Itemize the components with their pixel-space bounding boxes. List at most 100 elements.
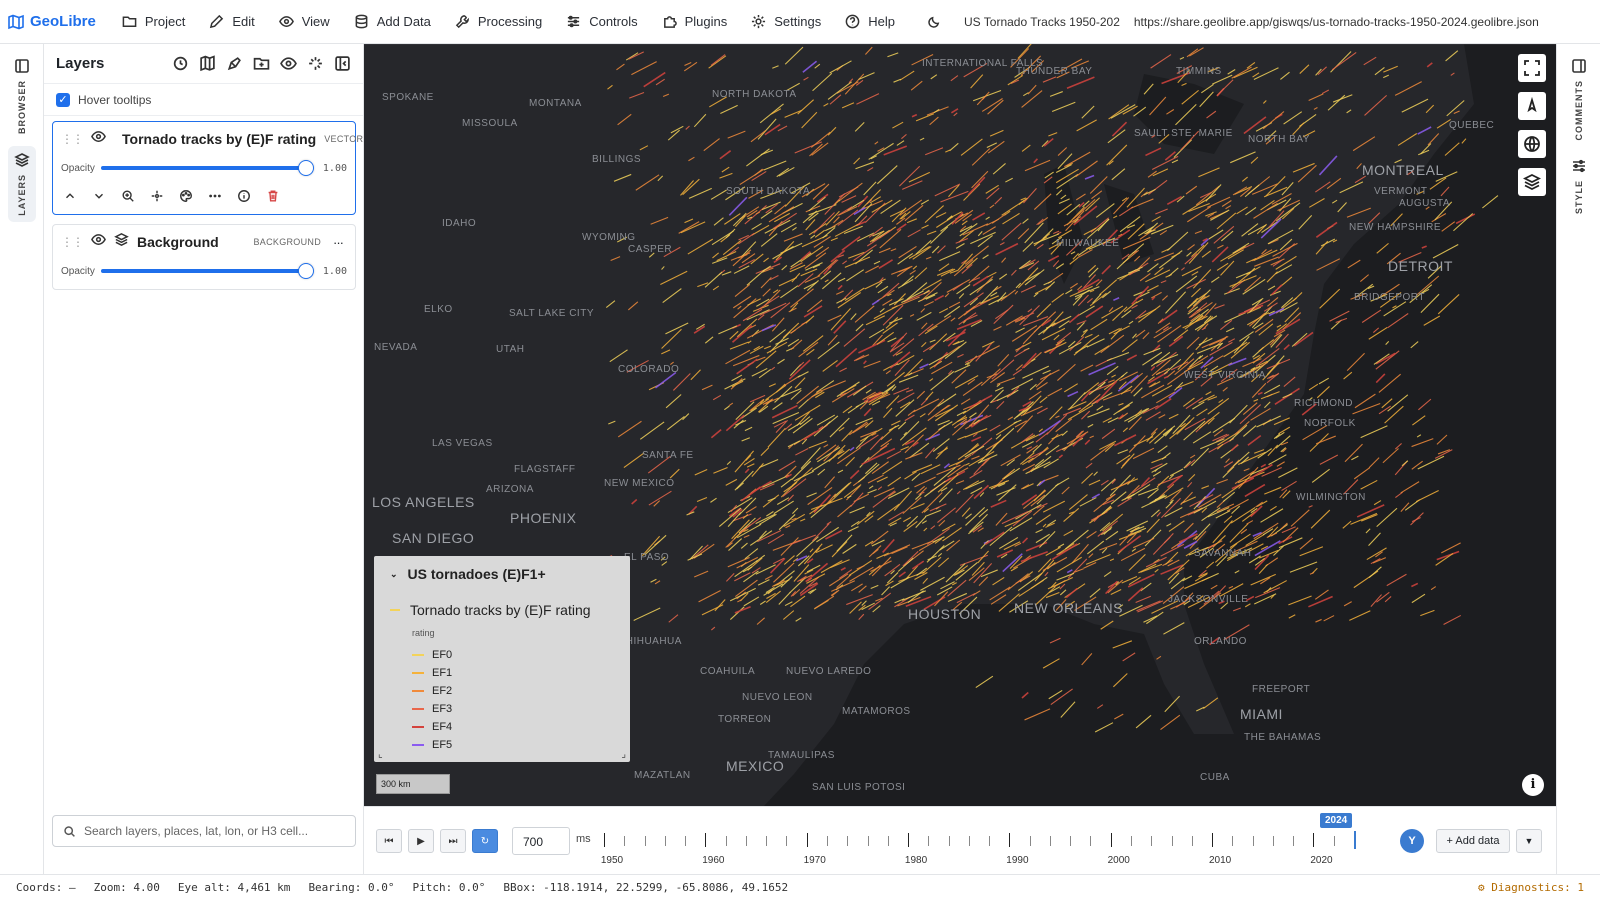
layer-name[interactable]: Background xyxy=(137,234,219,250)
tornado-track xyxy=(748,189,764,199)
tornado-track xyxy=(1055,263,1065,270)
tornado-track xyxy=(885,580,894,587)
drag-handle-icon[interactable]: ⋮⋮ xyxy=(61,132,84,146)
add-data-dropdown[interactable]: ▼ xyxy=(1516,829,1542,853)
layer-search-input[interactable]: Search layers, places, lat, lon, or H3 c… xyxy=(52,815,356,847)
menu-controls[interactable]: Controls xyxy=(554,0,649,44)
tornado-track xyxy=(742,514,749,520)
comments-tab[interactable]: COMMENTS xyxy=(1565,58,1593,141)
style-tab[interactable]: STYLE xyxy=(1565,158,1593,214)
tornado-track xyxy=(1152,470,1162,477)
info-icon[interactable] xyxy=(237,189,251,203)
skip-back-button[interactable]: ⏮ xyxy=(376,829,402,853)
skip-forward-button[interactable]: ⏭ xyxy=(440,829,466,853)
menu-processing[interactable]: Processing xyxy=(443,0,554,44)
add-data-button[interactable]: + Add data xyxy=(1436,829,1510,853)
hover-tooltips-checkbox[interactable]: ✓ xyxy=(56,92,70,107)
tornado-track xyxy=(1035,586,1056,606)
project-url[interactable]: https://share.geolibre.app/giswqs/us-tor… xyxy=(1133,14,1539,29)
diagnostics-button[interactable]: ⚙ Diagnostics: 1 xyxy=(1478,881,1584,894)
visibility-icon[interactable] xyxy=(280,55,297,72)
tornado-track xyxy=(962,213,972,222)
layer-card-background[interactable]: ⋮⋮ Background BACKGROUND ··· Opacity 1.0… xyxy=(52,224,356,290)
timeline-playhead[interactable] xyxy=(1354,831,1356,849)
opacity-slider[interactable] xyxy=(100,160,314,176)
resize-handle-icon[interactable]: ⌞ xyxy=(378,749,383,760)
menu-settings[interactable]: Settings xyxy=(739,0,833,44)
hover-tooltips-toggle[interactable]: ✓ Hover tooltips xyxy=(44,84,363,116)
move-up-icon[interactable] xyxy=(63,189,77,203)
tornado-track xyxy=(1190,313,1201,322)
layer-visibility-toggle[interactable] xyxy=(91,232,106,252)
current-year-marker[interactable]: 2024 xyxy=(1320,813,1353,828)
compass-button[interactable] xyxy=(1518,92,1546,120)
play-button[interactable]: ▶ xyxy=(408,829,434,853)
fullscreen-button[interactable] xyxy=(1518,54,1546,82)
more-icon[interactable]: ··· xyxy=(333,234,344,250)
tornado-track xyxy=(871,539,885,547)
layer-name[interactable]: Tornado tracks by (E)F rating xyxy=(122,131,317,147)
menu-add-data[interactable]: Add Data xyxy=(342,0,443,44)
delete-icon[interactable] xyxy=(266,189,280,203)
tornado-track xyxy=(1241,223,1259,237)
tornado-track xyxy=(1166,370,1176,378)
tornado-track xyxy=(1194,230,1203,234)
user-avatar[interactable]: Y xyxy=(1400,829,1424,853)
legend-header[interactable]: ⌄ US tornadoes (E)F1+ xyxy=(390,566,614,582)
tornado-track xyxy=(1339,181,1364,194)
menu-project[interactable]: Project xyxy=(110,0,197,44)
tornado-track xyxy=(1132,333,1137,339)
draw-icon[interactable] xyxy=(226,55,243,72)
app-logo[interactable]: GeoLibre xyxy=(0,13,110,30)
tornado-track xyxy=(889,342,905,353)
chevron-down-icon[interactable]: ⌄ xyxy=(390,568,398,579)
move-down-icon[interactable] xyxy=(92,189,106,203)
tornado-track xyxy=(609,349,628,363)
tornado-track xyxy=(693,113,707,128)
layer-visibility-toggle[interactable] xyxy=(91,129,106,149)
collapse-panel-icon[interactable] xyxy=(334,55,351,72)
map-view[interactable]: INTERNATIONAL FALLS THUNDER BAY TIMMINS SPO… xyxy=(364,44,1556,806)
resize-handle-icon[interactable]: ⌟ xyxy=(621,749,626,760)
tornado-track xyxy=(1100,478,1116,492)
theme-toggle[interactable] xyxy=(907,0,954,44)
tornado-track xyxy=(972,525,983,533)
palette-icon[interactable] xyxy=(179,189,193,203)
globe-button[interactable] xyxy=(1518,130,1546,158)
more-icon[interactable] xyxy=(208,189,222,203)
opacity-slider[interactable] xyxy=(100,263,314,279)
layer-card-tornado[interactable]: ⋮⋮ Tornado tracks by (E)F rating VECTOR … xyxy=(52,121,363,215)
layers-tab[interactable]: LAYERS xyxy=(8,146,36,222)
zoom-to-layer-icon[interactable] xyxy=(121,189,135,203)
menu-edit[interactable]: Edit xyxy=(197,0,266,44)
add-folder-icon[interactable] xyxy=(253,55,270,72)
drag-handle-icon[interactable]: ⋮⋮ xyxy=(61,235,84,249)
speed-input[interactable]: 700 xyxy=(512,827,570,855)
refresh-icon[interactable] xyxy=(172,55,189,72)
timeline-axis[interactable]: 1950 1960 1970 1980 1990 2000 2010 2020 2024 xyxy=(601,807,1374,875)
loop-toggle[interactable]: ↻ xyxy=(472,829,498,853)
menu-plugins[interactable]: Plugins xyxy=(650,0,740,44)
layer-switcher-button[interactable] xyxy=(1518,168,1546,196)
tornado-track xyxy=(858,585,867,593)
tornado-track xyxy=(912,265,918,270)
tornado-track xyxy=(814,229,826,238)
browser-tab[interactable]: BROWSER xyxy=(8,58,36,134)
menu-help[interactable]: Help xyxy=(833,0,907,44)
tornado-track xyxy=(1099,381,1106,388)
identify-icon[interactable] xyxy=(150,189,164,203)
project-title[interactable]: US Tornado Tracks 1950-202 xyxy=(964,14,1120,29)
sparkle-icon[interactable] xyxy=(307,55,324,72)
attribution-info-button[interactable]: i xyxy=(1522,774,1544,796)
tornado-track xyxy=(928,353,949,366)
tornado-track xyxy=(1196,487,1216,508)
basemap-icon[interactable] xyxy=(199,55,216,72)
menu-edit-label: Edit xyxy=(232,14,255,29)
opacity-slider-thumb[interactable] xyxy=(298,263,314,279)
opacity-slider-thumb[interactable] xyxy=(298,160,314,176)
tornado-track xyxy=(1411,460,1423,470)
menu-view[interactable]: View xyxy=(267,0,342,44)
tornado-track xyxy=(806,564,821,573)
skip-back-icon: ⏮ xyxy=(384,835,394,847)
tornado-track xyxy=(1072,432,1087,447)
